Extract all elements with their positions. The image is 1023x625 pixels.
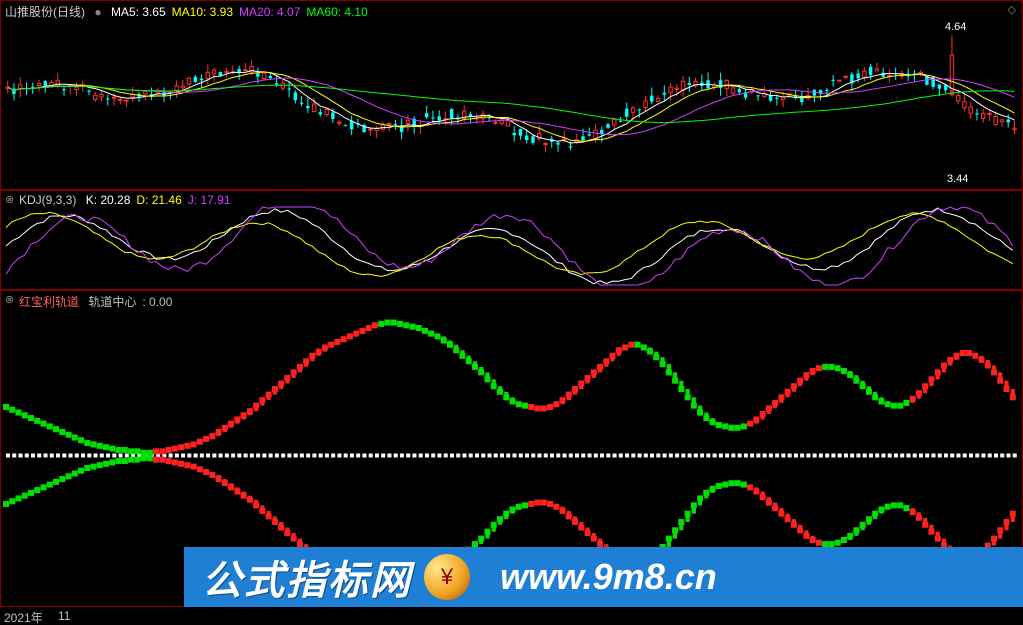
time-axis-label: 2021年 [4, 609, 43, 625]
check-icon: ● [94, 5, 101, 19]
price-low-label: 3.44 [947, 173, 968, 185]
track-sub-label: 轨道中心 [88, 295, 136, 309]
price-high-label: 4.64 [945, 21, 966, 33]
kdj-title: KDJ(9,3,3) [19, 193, 76, 207]
kdj-panel: ⊗ KDJ(9,3,3) K: 20.28 D: 21.46 J: 17.91 [0, 190, 1023, 290]
kdj-legend-item: D: 21.46 [136, 193, 181, 207]
track-title: 红宝利轨道 [19, 295, 79, 309]
kdj-legend-item: K: 20.28 [86, 193, 131, 207]
watermark-badge-icon: ¥ [424, 554, 470, 600]
main-chart-header: 山推股份(日线) ● MA5: 3.65 MA10: 3.93 MA20: 4.07… [5, 3, 380, 20]
ma-legend-item: MA5: 3.65 [111, 5, 166, 19]
kdj-header: KDJ(9,3,3) K: 20.28 D: 21.46 J: 17.91 [19, 193, 242, 207]
kdj-legend: K: 20.28 D: 21.46 J: 17.91 [86, 193, 237, 207]
ma-legend: MA5: 3.65 MA10: 3.93 MA20: 4.07 MA60: 4.10 [111, 5, 374, 19]
stock-title: 山推股份(日线) [5, 5, 85, 19]
watermark-url: www.9m8.cn [500, 556, 717, 598]
ma-legend-item: MA60: 4.10 [306, 5, 367, 19]
ma-legend-item: MA10: 3.93 [172, 5, 233, 19]
close-track-icon[interactable]: ⊗ [5, 293, 14, 306]
time-axis-label: 11 [58, 609, 70, 623]
close-kdj-icon[interactable]: ⊗ [5, 193, 14, 206]
ma-legend-item: MA20: 4.07 [239, 5, 300, 19]
watermark-banner: 公式指标网 ¥ www.9m8.cn [184, 547, 1023, 607]
time-axis: 2021年 11 [0, 606, 1023, 625]
main-chart-panel: 山推股份(日线) ● MA5: 3.65 MA10: 3.93 MA20: 4.07… [0, 0, 1023, 190]
track-header: 红宝利轨道 轨道中心: 0.00 [19, 293, 178, 310]
diamond-icon: ◇ [1008, 3, 1016, 16]
watermark-text: 公式指标网 [202, 548, 412, 606]
kdj-legend-item: J: 17.91 [188, 193, 231, 207]
track-sub-value: 0.00 [149, 295, 172, 309]
candlestick-chart[interactable] [1, 1, 1023, 191]
